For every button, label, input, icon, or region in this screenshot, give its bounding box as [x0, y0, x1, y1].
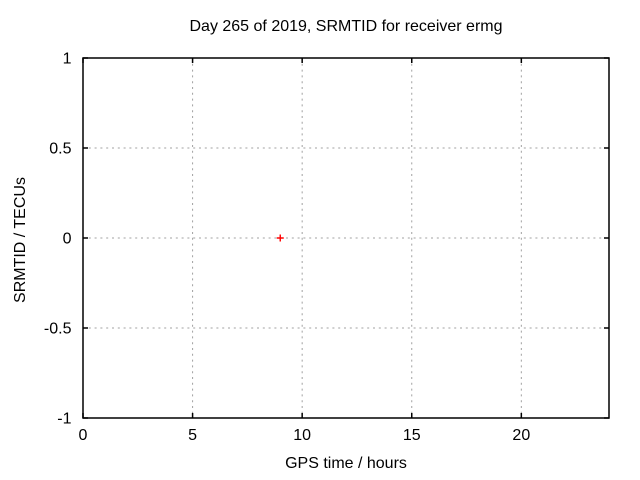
y-tick-label: 1 [63, 51, 72, 68]
y-tick-label: 0 [63, 231, 72, 248]
y-tick-label: -1 [57, 411, 71, 428]
x-tick-label: 15 [403, 427, 421, 444]
x-axis-label: GPS time / hours [285, 455, 407, 472]
x-tick-label: 20 [512, 427, 530, 444]
chart-title: Day 265 of 2019, SRMTID for receiver erm… [189, 18, 503, 35]
x-tick-label: 0 [79, 427, 88, 444]
y-tick-label: 0.5 [49, 141, 71, 158]
data-point-marker [276, 234, 284, 242]
x-tick-label: 10 [293, 427, 311, 444]
x-tick-label: 5 [188, 427, 197, 444]
y-tick-label: -0.5 [44, 321, 72, 338]
